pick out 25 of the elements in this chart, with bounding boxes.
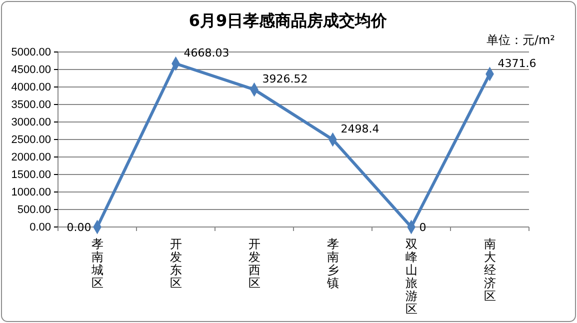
text: 单位：元/m² [486, 33, 556, 47]
y-tick-label: 2000.00 [11, 152, 51, 164]
y-tick-label: 3500.00 [11, 99, 51, 112]
data-label: 3926.52 [262, 72, 308, 86]
y-tick-label: 4500.00 [11, 64, 51, 76]
data-label: 4371.6 [498, 56, 536, 70]
data-label: 0.00 [66, 221, 92, 234]
y-tick-label: 500.00 [17, 204, 51, 216]
x-tick-label: 孝南乡镇 [326, 237, 339, 290]
y-tick-label: 3000.00 [11, 116, 51, 129]
y-tick-label: 1000.00 [11, 186, 51, 199]
y-tick-label: 4000.00 [11, 82, 51, 94]
x-tick-label: 双峰山旅游区 [405, 237, 418, 316]
data-label: 0 [419, 221, 426, 234]
x-tick-label: 南大经济区 [484, 237, 496, 303]
y-tick-label: 2500.00 [11, 134, 51, 146]
x-tick-label: 开发东区 [170, 237, 182, 290]
x-tick-label: 孝南城区 [90, 237, 104, 290]
y-tick-label: 1500.00 [11, 169, 51, 182]
chart-title: 6月9日孝感商品房成交均价 [188, 11, 388, 30]
x-tick-label: 开发西区 [248, 237, 260, 290]
data-label: 4668.03 [184, 46, 230, 60]
y-tick-label: 0.00 [30, 222, 51, 234]
data-label: 2498.4 [340, 122, 380, 136]
y-tick-label: 5000.00 [11, 46, 51, 59]
